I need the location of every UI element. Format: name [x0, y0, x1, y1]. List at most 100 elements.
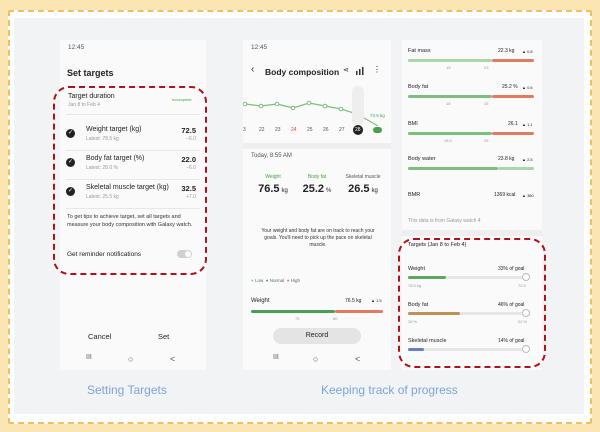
- target-name: Weight: [408, 266, 426, 272]
- goal-marker-icon: [522, 345, 530, 353]
- target-start: 78.5 kg: [408, 283, 422, 288]
- more-icon[interactable]: ⋮: [373, 65, 381, 74]
- date-item[interactable]: 26: [323, 127, 329, 133]
- progress-fill: [408, 348, 424, 351]
- metric-label: Weight: [265, 174, 281, 180]
- source-note: This data is from Galaxy watch 4: [408, 218, 481, 224]
- detail-value: 1369 kcal: [494, 192, 516, 198]
- range-tick: 19: [446, 65, 451, 70]
- divider: [66, 150, 200, 151]
- detail-value: 23.8 kg: [498, 156, 515, 162]
- cancel-button[interactable]: Cancel: [88, 332, 112, 341]
- caption-tracking-progress: Keeping track of progress: [321, 383, 458, 397]
- home-icon[interactable]: ○: [313, 354, 319, 364]
- detail-bmr[interactable]: BMR 1369 kcal ▲ 380: [402, 192, 542, 206]
- check-icon[interactable]: ✓: [66, 187, 75, 196]
- metric-value: 76.5: [258, 183, 280, 195]
- range-bar-high: [498, 167, 534, 170]
- detail-bmi[interactable]: BMI 26.1 ▲ 1.1 18.5 25: [402, 121, 542, 149]
- target-delta: −6.0: [186, 165, 196, 171]
- weight-delta: ▲ 1.5: [371, 298, 382, 303]
- back-icon[interactable]: <: [170, 354, 176, 364]
- duration-link[interactable]: Incomplete: [172, 97, 192, 102]
- target-delta: −6.0: [186, 136, 196, 142]
- detail-delta: ▲ 1.1: [522, 122, 533, 127]
- weight-bar-high: [335, 310, 383, 313]
- divider-band: [243, 143, 391, 149]
- range-tick: 23: [484, 65, 489, 70]
- progress-fill: [408, 312, 461, 315]
- target-row-body-fat[interactable]: ✓ Body fat target (%) Latest: 28.0 % 22.…: [60, 155, 206, 177]
- back-arrow-icon[interactable]: ‹: [251, 64, 255, 75]
- date-item[interactable]: 24: [291, 127, 297, 133]
- metric-unit: %: [326, 188, 332, 194]
- phone-body-details: Fat mass 22.3 kg ▲ 0.8 19 23 Body fat 25…: [402, 40, 542, 370]
- chart-icon[interactable]: [356, 67, 364, 75]
- target-progress-weight[interactable]: Weight 33% of goal 78.5 kg 72.5: [402, 266, 542, 292]
- legend-low: Low: [254, 278, 264, 283]
- progress-track: [408, 276, 522, 279]
- target-end: 72.5: [518, 283, 526, 288]
- progress-fill: [408, 276, 446, 279]
- weight-trend-chart: [243, 86, 379, 135]
- range-bar: [408, 167, 498, 170]
- recent-apps-icon[interactable]: III: [86, 354, 92, 361]
- date-item[interactable]: 22: [259, 127, 265, 133]
- divider: [66, 179, 200, 180]
- progress-track: [408, 348, 522, 351]
- date-item-selected[interactable]: 28: [355, 127, 361, 133]
- highlight-set-targets: [53, 86, 207, 275]
- metric-value: 25.2: [302, 183, 325, 195]
- detail-name: Fat mass: [408, 48, 431, 54]
- detail-body-fat[interactable]: Body fat 25.2 % ▲ 0.6 18 25: [402, 84, 542, 112]
- date-item[interactable]: 25: [307, 127, 313, 133]
- check-icon[interactable]: ✓: [66, 158, 75, 167]
- back-icon[interactable]: <: [355, 354, 361, 364]
- duration-label: Target duration: [68, 93, 115, 100]
- record-button[interactable]: Record: [273, 328, 361, 344]
- target-end: 22 %: [518, 319, 528, 324]
- weight-bar-normal: [251, 310, 335, 313]
- detail-fat-mass[interactable]: Fat mass 22.3 kg ▲ 0.8 19 23: [402, 48, 542, 76]
- date-item[interactable]: 27: [339, 127, 345, 133]
- metric-weight: Weight 76.5 kg: [251, 174, 295, 195]
- legend-normal: Normal: [269, 278, 285, 283]
- target-value[interactable]: 72.5: [181, 126, 196, 135]
- target-name: Body fat target (%): [86, 155, 145, 162]
- range-bar-high: [492, 132, 534, 135]
- target-progress-skeletal-muscle[interactable]: Skeletal muscle 14% of goal: [402, 338, 542, 364]
- target-name: Weight target (kg): [86, 126, 142, 133]
- metric-body-fat: Body fat 25.2 %: [295, 174, 339, 195]
- status-time: 12:45: [251, 44, 268, 51]
- range-tick: 18: [446, 101, 451, 106]
- target-value[interactable]: 32.5: [181, 184, 196, 193]
- timestamp: Today, 8:55 AM: [251, 153, 292, 159]
- weight-axis-tick: 75: [295, 316, 300, 321]
- detail-delta: ▲ 0.8: [522, 49, 533, 54]
- target-value[interactable]: 22.0: [181, 155, 196, 164]
- target-row-skeletal-muscle[interactable]: ✓ Skeletal muscle target (kg) Latest: 25…: [60, 184, 206, 206]
- target-goal: 46% of goal: [498, 302, 525, 308]
- check-icon[interactable]: ✓: [66, 129, 75, 138]
- share-icon[interactable]: ⋖: [343, 67, 349, 74]
- home-icon[interactable]: ○: [128, 354, 134, 364]
- duration-value[interactable]: Jan 8 to Feb 4: [68, 102, 100, 108]
- reminder-toggle[interactable]: [177, 250, 192, 258]
- detail-delta: ▲ 0.6: [522, 85, 533, 90]
- date-item[interactable]: 3: [243, 127, 246, 133]
- metric-skeletal-muscle: Skeletal muscle 26.5 kg: [339, 174, 387, 195]
- chart-point-label: 73.5 kg: [370, 113, 385, 118]
- detail-body-water[interactable]: Body water 23.8 kg ▲ 2.5: [402, 156, 542, 184]
- detail-value: 25.2 %: [502, 84, 518, 90]
- range-legend: ● Low ● Normal ● High: [251, 278, 301, 283]
- weight-value: 76.5 kg: [345, 298, 362, 304]
- recent-apps-icon[interactable]: III: [273, 354, 279, 361]
- date-item[interactable]: 23: [275, 127, 281, 133]
- date-strip[interactable]: 3 22 23 24 25 26 27 28: [243, 127, 391, 137]
- target-row-weight[interactable]: ✓ Weight target (kg) Latest: 78.5 kg 72.…: [60, 126, 206, 148]
- target-progress-body-fat[interactable]: Body fat 46% of goal 28 % 22 %: [402, 302, 542, 328]
- divider-band: [402, 230, 542, 236]
- reminder-label: Get reminder notifications: [67, 251, 142, 258]
- progress-message: Your weight and body fat are on track to…: [261, 228, 375, 248]
- set-button[interactable]: Set: [158, 332, 170, 341]
